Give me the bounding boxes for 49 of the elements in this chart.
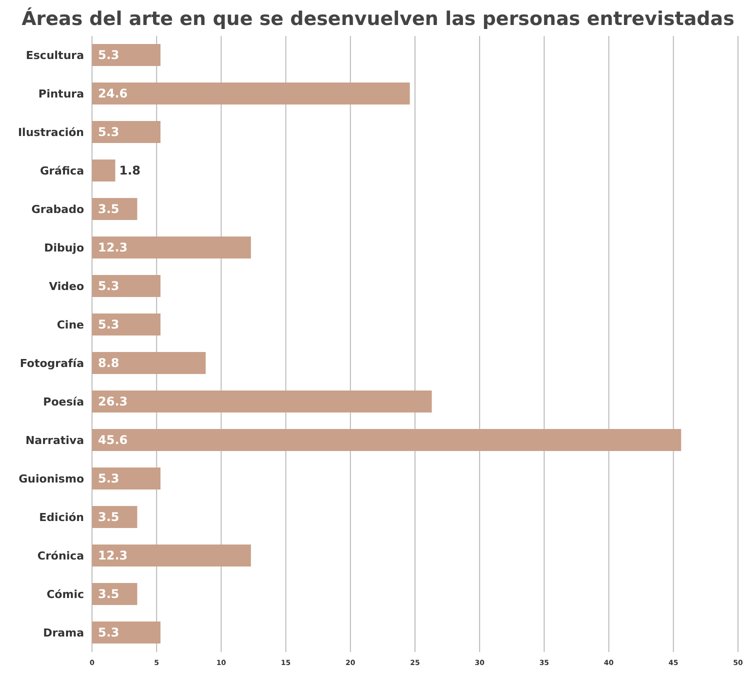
- data-label: 5.3: [98, 626, 120, 640]
- bar: [92, 275, 160, 297]
- bar: [92, 352, 206, 374]
- data-label: 5.3: [98, 48, 120, 62]
- data-label: 12.3: [98, 240, 128, 254]
- bar: [92, 236, 251, 258]
- y-tick-label: Narrativa: [25, 434, 84, 448]
- y-tick-label: Pintura: [38, 88, 84, 101]
- data-label: 5.3: [98, 125, 120, 139]
- data-label: 26.3: [98, 394, 128, 408]
- y-tick-label: Ilustración: [18, 126, 84, 140]
- y-tick-label: Dibujo: [44, 242, 84, 255]
- data-label: 1.8: [119, 164, 141, 178]
- data-label: 12.3: [98, 548, 128, 562]
- y-tick-label: Fotografía: [20, 357, 84, 370]
- bar: [92, 314, 160, 336]
- data-label: 8.8: [98, 356, 120, 370]
- data-label: 24.6: [98, 86, 128, 100]
- bar: [92, 160, 116, 182]
- bar: [92, 468, 160, 490]
- y-tick-label: Gráfica: [40, 164, 84, 178]
- chart-title: Áreas del arte en que se desenvuelven las personas entrevistadas: [20, 8, 736, 30]
- data-label: 5.3: [98, 472, 120, 486]
- data-label: 3.5: [98, 510, 120, 524]
- data-label: 5.3: [98, 318, 120, 332]
- bar: [92, 198, 138, 220]
- y-tick-label: Video: [49, 280, 84, 294]
- data-label: 45.6: [98, 433, 128, 447]
- y-tick-label: Grabado: [31, 203, 84, 216]
- y-tick-label: Guionismo: [18, 472, 84, 486]
- y-tick-label: Poesía: [43, 396, 84, 409]
- bar: [92, 121, 160, 143]
- y-tick-label: Drama: [43, 626, 84, 640]
- y-tick-label: Cine: [56, 318, 84, 332]
- y-tick-label: Crónica: [37, 550, 84, 563]
- y-tick-label: Edición: [39, 511, 84, 524]
- data-label: 3.5: [98, 202, 120, 216]
- bar: [92, 583, 138, 605]
- data-label: 5.3: [98, 279, 120, 293]
- bar: [92, 506, 138, 528]
- bar: [92, 622, 160, 644]
- y-tick-label: Escultura: [26, 49, 84, 62]
- data-label: 3.5: [98, 587, 120, 601]
- bar: [92, 44, 160, 66]
- bar: [92, 390, 432, 412]
- bar: [92, 429, 682, 451]
- bar: [92, 544, 251, 566]
- y-tick-label: Cómic: [46, 588, 84, 602]
- bar: [92, 82, 410, 104]
